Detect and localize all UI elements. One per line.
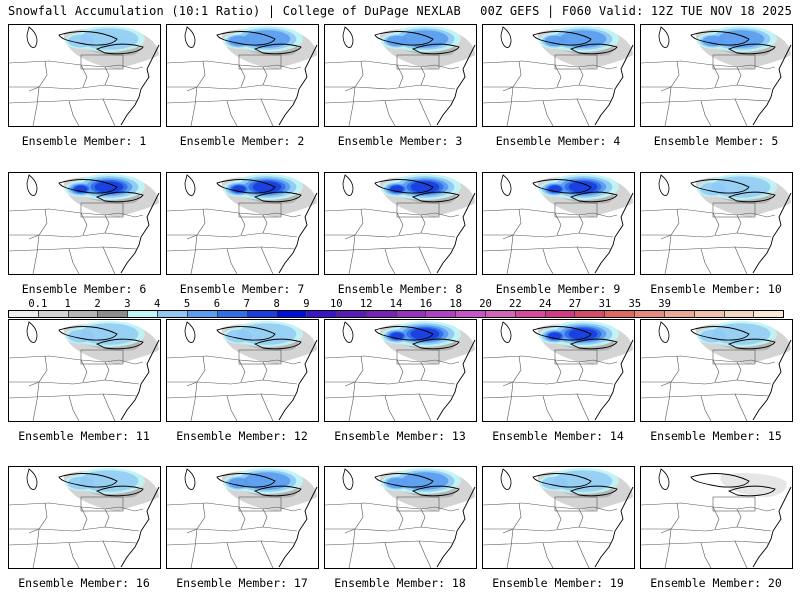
ensemble-map-panel bbox=[166, 172, 319, 275]
colorbar-tick-label: 4 bbox=[154, 298, 161, 310]
colorbar-tick-label: 16 bbox=[419, 298, 433, 310]
colorbar-tick-label: 35 bbox=[628, 298, 642, 310]
colorbar-tick-label: 18 bbox=[449, 298, 463, 310]
map-title: Snowfall Accumulation (10:1 Ratio) | Col… bbox=[8, 4, 461, 18]
colorbar-swatch bbox=[456, 311, 486, 317]
colorbar-swatch bbox=[426, 311, 457, 317]
colorbar-tick-label: 12 bbox=[359, 298, 373, 310]
colorbar-tick-label: 3 bbox=[124, 298, 131, 310]
valid-time: 00Z GEFS | F060 Valid: 12Z TUE NOV 18 20… bbox=[480, 4, 792, 18]
colorbar-swatch bbox=[247, 311, 278, 317]
colorbar bbox=[8, 310, 784, 318]
ensemble-member-label: Ensemble Member: 20 bbox=[650, 576, 782, 590]
colorbar-tick-label: 39 bbox=[658, 298, 671, 310]
colorbar-swatch bbox=[336, 311, 367, 317]
ensemble-map-panel bbox=[8, 319, 161, 422]
colorbar-swatch bbox=[605, 311, 636, 317]
colorbar-tick-label: 5 bbox=[183, 298, 191, 310]
ensemble-map-panel bbox=[166, 24, 319, 127]
ensemble-map-panel bbox=[8, 24, 161, 127]
ensemble-member-label: Ensemble Member: 9 bbox=[495, 282, 621, 296]
ensemble-member-label: Ensemble Member: 3 bbox=[337, 134, 463, 148]
colorbar-tick-label: 6 bbox=[213, 298, 221, 310]
colorbar-swatch bbox=[307, 311, 337, 317]
ensemble-member-label: Ensemble Member: 1 bbox=[21, 134, 147, 148]
ensemble-member-label: Ensemble Member: 8 bbox=[337, 282, 463, 296]
colorbar-tick-label: 0.1 bbox=[28, 298, 48, 310]
colorbar-swatch bbox=[575, 311, 606, 317]
ensemble-map-panel bbox=[324, 466, 477, 569]
ensemble-map-panel bbox=[8, 466, 161, 569]
colorbar-tick-label: 1 bbox=[64, 298, 71, 310]
colorbar-swatch bbox=[9, 311, 39, 317]
colorbar-swatch bbox=[38, 311, 69, 317]
colorbar-tick-label: 31 bbox=[598, 298, 612, 310]
colorbar-swatch bbox=[68, 311, 99, 317]
colorbar-swatch bbox=[754, 311, 784, 317]
ensemble-member-label: Ensemble Member: 16 bbox=[18, 576, 150, 590]
colorbar-swatch bbox=[635, 311, 665, 317]
colorbar-swatch bbox=[98, 311, 129, 317]
ensemble-member-label: Ensemble Member: 19 bbox=[492, 576, 624, 590]
colorbar-tick-label: 9 bbox=[303, 298, 310, 310]
colorbar-swatch bbox=[366, 311, 397, 317]
colorbar-tick-label: 8 bbox=[273, 298, 280, 310]
ensemble-member-label: Ensemble Member: 4 bbox=[495, 134, 621, 148]
ensemble-map-panel bbox=[482, 466, 635, 569]
colorbar-swatch bbox=[187, 311, 218, 317]
ensemble-map-panel bbox=[482, 319, 635, 422]
ensemble-map-panel bbox=[8, 172, 161, 275]
ensemble-member-label: Ensemble Member: 15 bbox=[650, 429, 782, 443]
colorbar-swatch bbox=[515, 311, 546, 317]
colorbar-swatch bbox=[664, 311, 695, 317]
ensemble-map-panel bbox=[482, 172, 635, 275]
ensemble-map-panel bbox=[324, 319, 477, 422]
colorbar-tick-label: 7 bbox=[243, 298, 250, 310]
ensemble-member-label: Ensemble Member: 12 bbox=[176, 429, 308, 443]
colorbar-tick-label: 10 bbox=[329, 298, 343, 310]
ensemble-map-panel bbox=[324, 172, 477, 275]
ensemble-map-panel bbox=[482, 24, 635, 127]
ensemble-member-label: Ensemble Member: 6 bbox=[21, 282, 147, 296]
ensemble-member-label: Ensemble Member: 13 bbox=[334, 429, 466, 443]
colorbar-swatch bbox=[694, 311, 725, 317]
ensemble-member-label: Ensemble Member: 14 bbox=[492, 429, 624, 443]
colorbar-swatch bbox=[486, 311, 516, 317]
colorbar-swatch bbox=[128, 311, 159, 317]
colorbar-swatch bbox=[545, 311, 576, 317]
colorbar-tick-label: 24 bbox=[538, 298, 552, 310]
ensemble-map-panel bbox=[640, 24, 793, 127]
ensemble-member-label: Ensemble Member: 17 bbox=[176, 576, 308, 590]
colorbar-tick-label: 27 bbox=[568, 298, 582, 310]
colorbar-swatch bbox=[158, 311, 188, 317]
ensemble-member-label: Ensemble Member: 11 bbox=[18, 429, 150, 443]
colorbar-tick-label: 14 bbox=[389, 298, 403, 310]
ensemble-map-panel bbox=[166, 466, 319, 569]
ensemble-member-label: Ensemble Member: 7 bbox=[179, 282, 305, 296]
ensemble-map-panel bbox=[166, 319, 319, 422]
colorbar-tick-label: 22 bbox=[509, 298, 522, 310]
colorbar-swatch bbox=[277, 311, 308, 317]
ensemble-member-label: Ensemble Member: 10 bbox=[650, 282, 782, 296]
colorbar-tick-label: 2 bbox=[94, 298, 101, 310]
colorbar-swatch bbox=[724, 311, 755, 317]
ensemble-member-label: Ensemble Member: 2 bbox=[179, 134, 305, 148]
ensemble-map-panel bbox=[640, 319, 793, 422]
colorbar-swatch bbox=[217, 311, 248, 317]
ensemble-map-panel bbox=[324, 24, 477, 127]
colorbar-tick-label: 20 bbox=[479, 298, 492, 310]
ensemble-member-label: Ensemble Member: 5 bbox=[653, 134, 779, 148]
colorbar-labels: 0.1 1 2 3 4 5 6 7 8 9 10 12 14 16 18 20 22 24 27 31 35 39 bbox=[8, 298, 784, 310]
ensemble-map-panel bbox=[640, 172, 793, 275]
ensemble-member-label: Ensemble Member: 18 bbox=[334, 576, 466, 590]
colorbar-swatch bbox=[396, 311, 427, 317]
ensemble-map-panel bbox=[640, 466, 793, 569]
